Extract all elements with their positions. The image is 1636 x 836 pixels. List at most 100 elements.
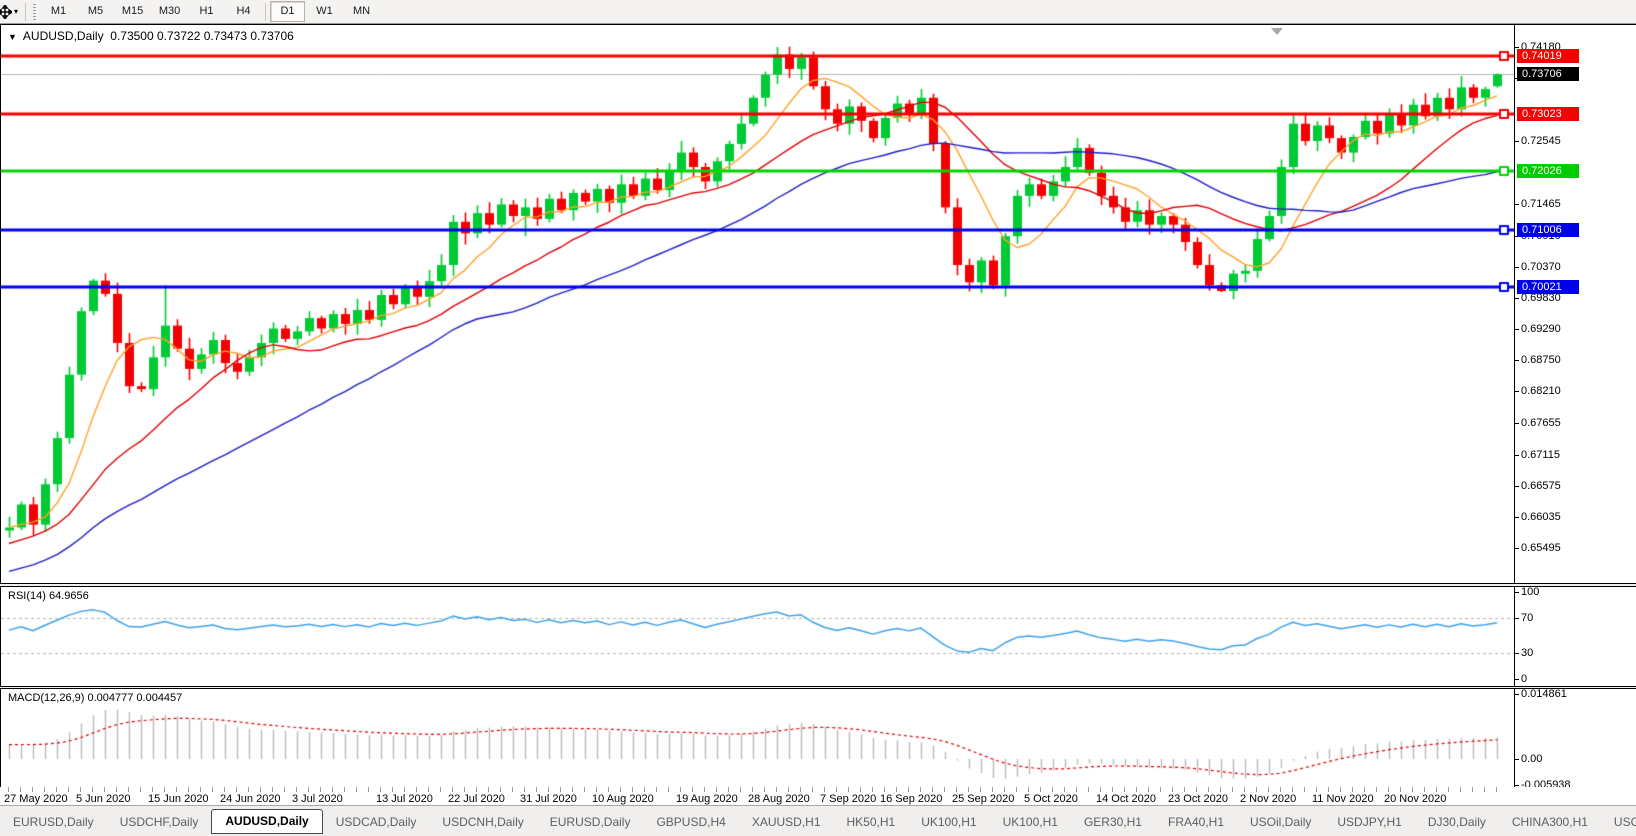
timeframe-button-mn[interactable]: MN: [352, 5, 371, 17]
date-tick: [584, 787, 585, 792]
date-tick: [1052, 787, 1053, 792]
chart-symbol-period: AUDUSD,Daily: [22, 29, 104, 43]
date-tick: [752, 787, 753, 792]
timeframe-button-m30[interactable]: M30: [158, 5, 181, 17]
date-tick: [560, 787, 561, 792]
rsi-axis[interactable]: 100 70 30 0: [1514, 586, 1636, 686]
date-tick: [1136, 787, 1137, 792]
rsi-level-label: 0: [1514, 673, 1528, 685]
macd-axis[interactable]: 0.014861 0.00 -0.005938: [1514, 688, 1636, 791]
chart-tab-ger30-h1[interactable]: GER30,H1: [1083, 815, 1142, 829]
date-tick: [20, 787, 21, 792]
tool-dropdown-caret[interactable]: ▾: [14, 7, 19, 16]
date-tick: [1352, 787, 1353, 792]
price-chart-canvas[interactable]: [1, 25, 1514, 581]
date-tick: [1184, 787, 1185, 792]
rsi-chart-canvas[interactable]: [1, 587, 1514, 684]
price-badge: 0.73023: [1517, 107, 1579, 121]
date-tick: [68, 787, 69, 792]
date-label: 3 Jul 2020: [292, 793, 343, 805]
chart-collapse-arrow[interactable]: ▼: [8, 32, 17, 42]
price-tick-label: 0.68750: [1515, 354, 1561, 366]
date-label: 31 Jul 2020: [520, 793, 577, 805]
macd-panel: MACD(12,26,9) 0.004777 0.004457 0.014861…: [0, 688, 1636, 791]
chart-tab-usdchf-daily[interactable]: USDCHF,Daily: [119, 815, 199, 829]
toolbar-grip[interactable]: [33, 3, 37, 20]
date-tick: [620, 787, 621, 792]
date-tick: [944, 787, 945, 792]
chart-tab-eurusd-daily[interactable]: EURUSD,Daily: [549, 815, 631, 829]
date-tick: [152, 787, 153, 792]
date-tick: [800, 787, 801, 792]
date-tick: [1316, 787, 1317, 792]
date-tick: [1172, 787, 1173, 792]
date-label: 20 Nov 2020: [1384, 793, 1447, 805]
date-tick: [104, 787, 105, 792]
timeframe-button-d1[interactable]: D1: [270, 1, 306, 22]
date-tick: [680, 787, 681, 792]
timeframe-button-w1[interactable]: W1: [316, 5, 333, 17]
chart-tab-audusd-daily[interactable]: AUDUSD,Daily: [211, 809, 323, 834]
chart-tab-bar: EURUSD,Daily USDCHF,Daily AUDUSD,Daily USDC…: [0, 805, 1636, 836]
chart-tab-usdjpy-h1[interactable]: USDJPY,H1: [1337, 815, 1402, 829]
chart-shift-marker[interactable]: [1271, 28, 1283, 35]
date-tick: [1148, 787, 1149, 792]
date-tick: [1388, 787, 1389, 792]
date-tick: [656, 787, 657, 792]
date-axis[interactable]: 27 May 2020 5 Jun 2020 15 Jun 2020 24 Jun 2…: [0, 787, 1636, 805]
timeframe-button-m5[interactable]: M5: [87, 5, 104, 17]
date-tick: [272, 787, 273, 792]
price-tick-label: 0.71465: [1515, 198, 1561, 210]
date-tick: [1076, 787, 1077, 792]
price-badge: 0.72026: [1517, 164, 1579, 178]
chart-tab-eurusd-daily[interactable]: EURUSD,Daily: [13, 815, 94, 829]
date-tick: [1016, 787, 1017, 792]
timeframe-button-h1[interactable]: H1: [199, 5, 214, 17]
date-tick: [692, 787, 693, 792]
chart-tab-usdcad-daily[interactable]: USDCAD,Daily: [335, 815, 417, 829]
timeframe-button-m15[interactable]: M15: [121, 5, 144, 17]
date-tick: [200, 787, 201, 792]
price-tick-label: 0.66575: [1515, 480, 1561, 492]
chart-tab-china300-h1[interactable]: CHINA300,H1: [1511, 815, 1588, 829]
date-tick: [464, 787, 465, 792]
date-tick: [1220, 787, 1221, 792]
date-tick: [956, 787, 957, 792]
price-axis[interactable]: 0.741800.736400.725450.714650.709100.703…: [1514, 25, 1636, 583]
price-tick-label: 0.69290: [1515, 323, 1561, 335]
chart-tab-usdcnh-daily[interactable]: USDCNH,Daily: [442, 815, 524, 829]
main-chart-panel: ▼ AUDUSD,Daily 0.73500 0.73722 0.73473 0.…: [0, 24, 1636, 584]
chart-tab-usoil-daily[interactable]: USOil,Daily: [1250, 815, 1312, 829]
date-tick: [8, 787, 9, 792]
toolbar-separator: [25, 2, 27, 21]
timeframe-button-m1[interactable]: M1: [50, 5, 67, 17]
date-tick: [56, 787, 57, 792]
date-tick: [764, 787, 765, 792]
date-tick: [428, 787, 429, 792]
date-tick: [248, 787, 249, 792]
date-tick: [1100, 787, 1101, 792]
chart-tab-hk50-h1[interactable]: HK50,H1: [846, 815, 896, 829]
date-label: 5 Jun 2020: [76, 793, 131, 805]
rsi-level-label: 70: [1514, 612, 1534, 624]
date-tick: [1460, 787, 1461, 792]
date-tick: [932, 787, 933, 792]
chart-tab-gbpusd-h4[interactable]: GBPUSD,H4: [656, 815, 726, 829]
timeframe-button-h4[interactable]: H4: [236, 5, 251, 17]
chart-tab-uk100-h1[interactable]: UK100,H1: [1002, 815, 1058, 829]
date-tick: [488, 787, 489, 792]
date-tick: [632, 787, 633, 792]
price-tick-label: 0.69830: [1515, 292, 1561, 304]
date-tick: [320, 787, 321, 792]
macd-label: MACD(12,26,9) 0.004777 0.004457: [8, 692, 183, 704]
macd-chart-canvas[interactable]: [1, 689, 1514, 785]
date-tick: [1400, 787, 1401, 792]
chart-tab-uk100-h1[interactable]: UK100,H1: [921, 815, 977, 829]
date-tick: [1376, 787, 1377, 792]
chart-tab-dj30-daily[interactable]: DJ30,Daily: [1427, 815, 1486, 829]
price-tick-label: 0.72545: [1515, 135, 1561, 147]
chart-tab-fra40-h1[interactable]: FRA40,H1: [1167, 815, 1225, 829]
chart-tab-usoil-h1[interactable]: USOil,H1: [1613, 815, 1636, 829]
pan-crosshair-icon[interactable]: [0, 4, 13, 20]
chart-tab-xauusd-h1[interactable]: XAUUSD,H1: [751, 815, 821, 829]
